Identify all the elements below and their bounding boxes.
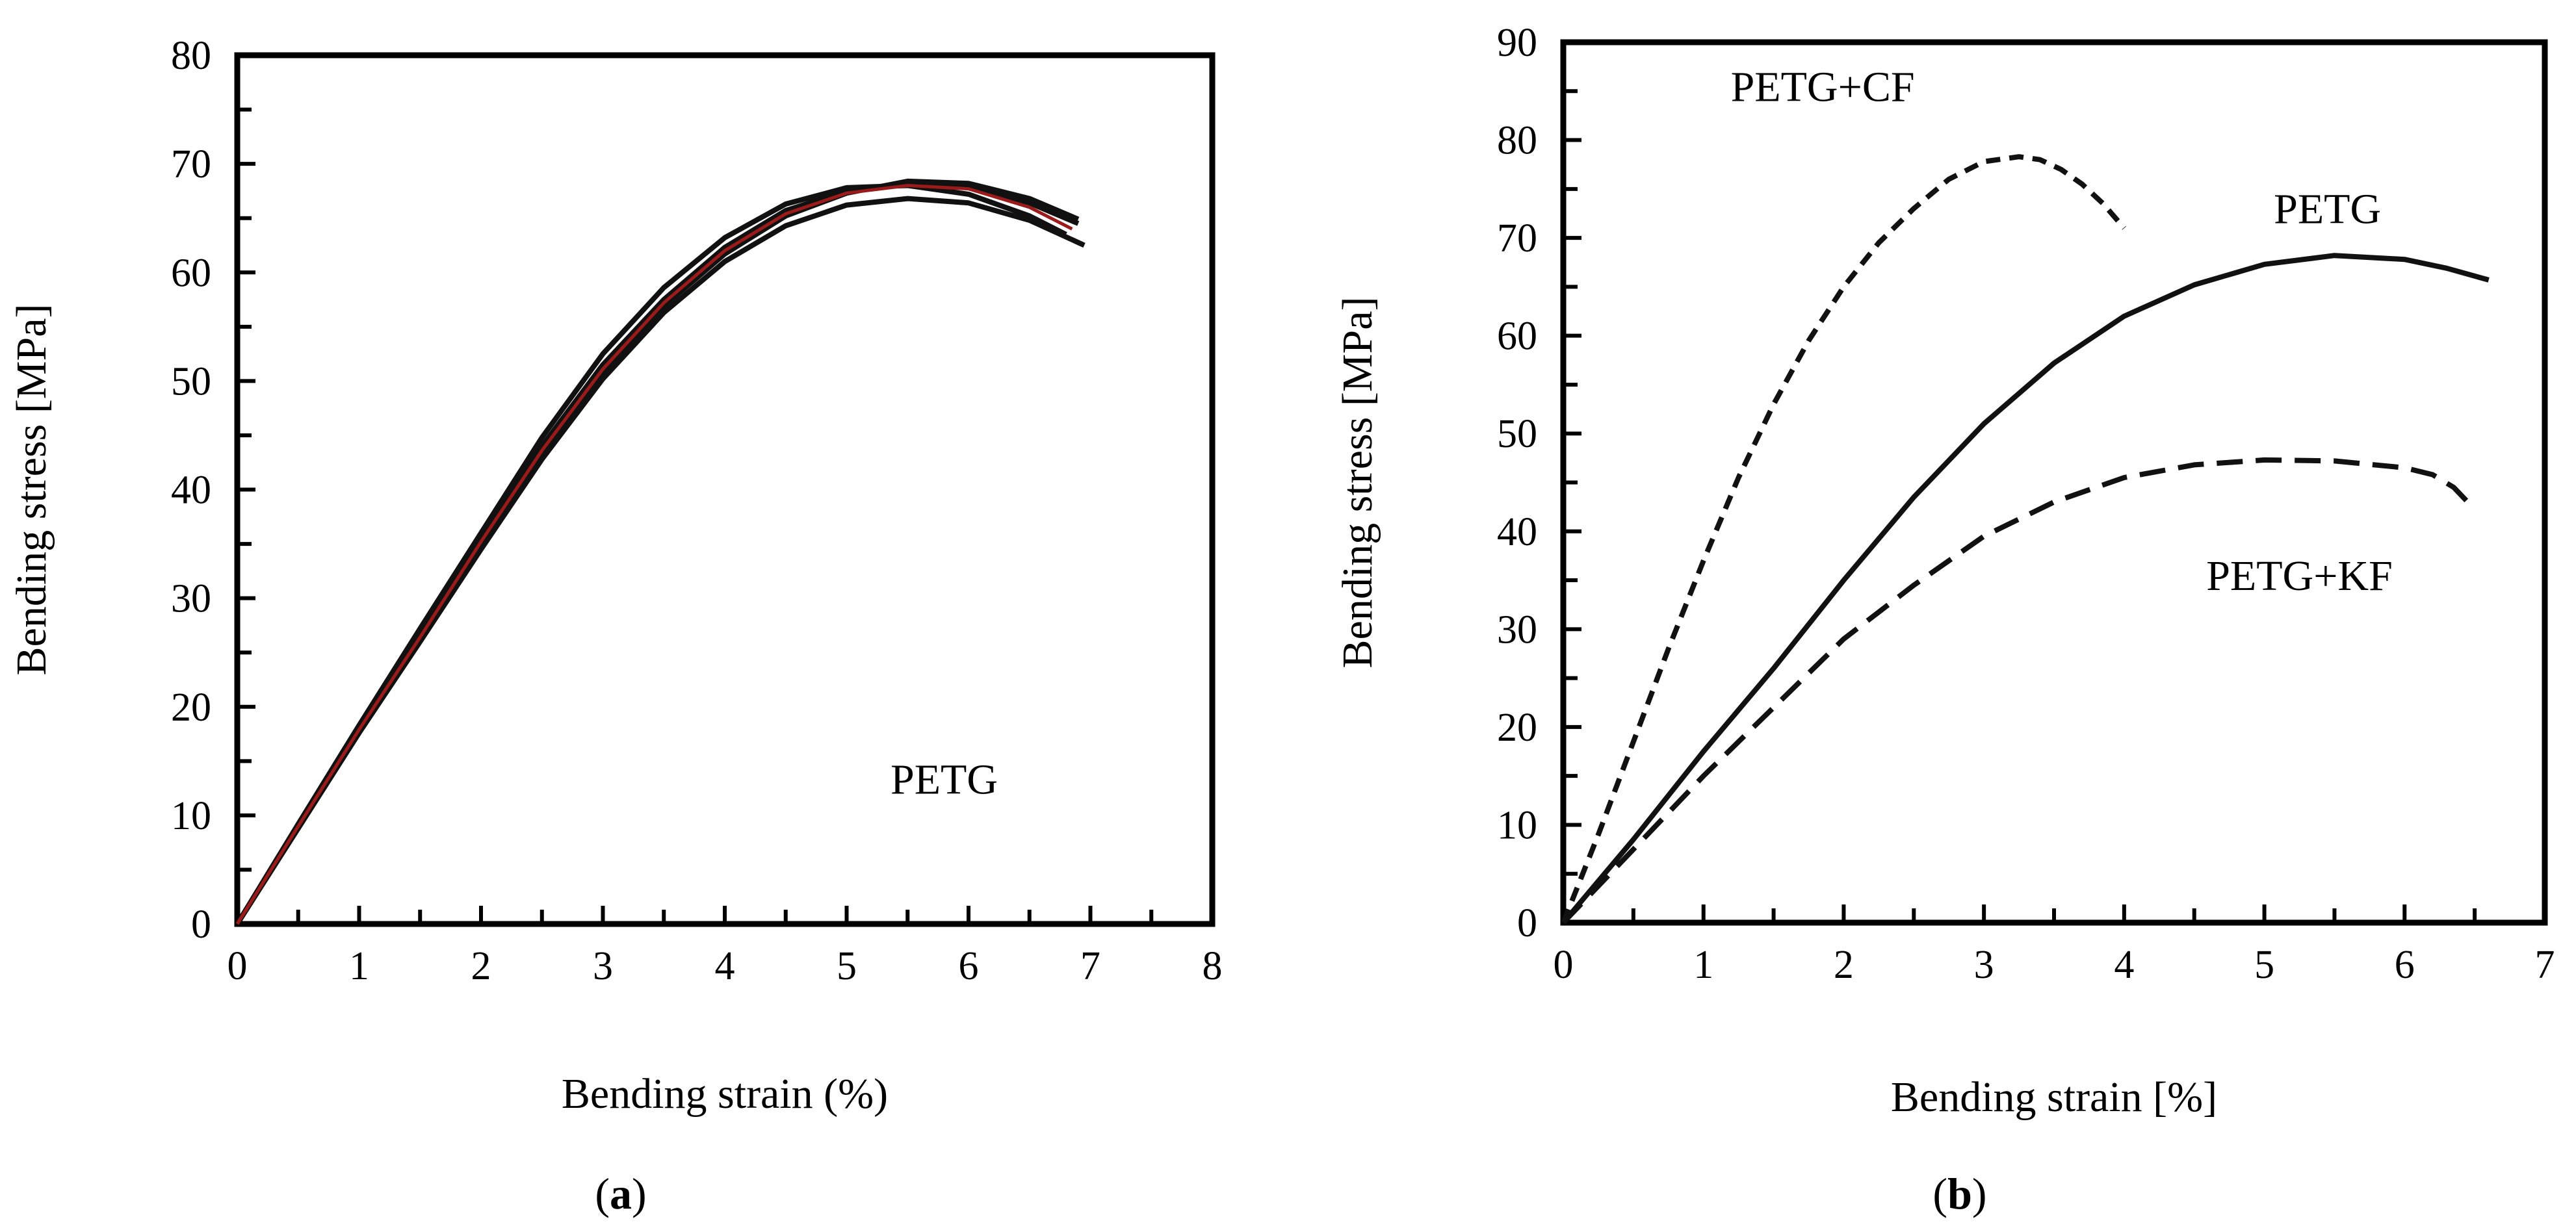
- x-tick-label: 4: [2114, 943, 2134, 987]
- x-tick-label: 2: [1834, 943, 1854, 987]
- x-tick-label: 0: [1554, 943, 1574, 987]
- series-annotation: PETG+CF: [1731, 63, 1915, 110]
- y-axis-label: Bending stress [MPa]: [1334, 297, 1381, 669]
- series-line-petg-cf: [1561, 154, 2126, 924]
- x-tick-label: 6: [959, 944, 979, 988]
- series-annotation: PETG+KF: [2206, 552, 2393, 600]
- series-line-petg: [1561, 253, 2490, 925]
- y-axis-label: Bending stress [MPa]: [8, 304, 55, 676]
- y-tick-label: 50: [171, 359, 211, 404]
- y-tick-label: 0: [1517, 901, 1537, 945]
- y-tick-label: 60: [171, 251, 211, 295]
- y-tick-label: 80: [1497, 119, 1537, 163]
- y-tick-label: 10: [171, 794, 211, 838]
- caption-letter: b: [1947, 1169, 1972, 1218]
- series-line-petg-specimen-3: [235, 183, 1067, 926]
- caption-open: (: [595, 1169, 610, 1218]
- y-tick-label: 40: [1497, 510, 1537, 554]
- y-tick-label: 30: [1497, 608, 1537, 652]
- plot-frame: [1560, 39, 2548, 926]
- caption-close: ): [1972, 1169, 1987, 1218]
- x-tick-label: 2: [471, 944, 491, 988]
- caption-close: ): [632, 1169, 647, 1218]
- series-line-petg-kf: [1561, 457, 2470, 925]
- y-tick-label: 70: [171, 142, 211, 186]
- x-tick-label: 7: [2535, 943, 2555, 987]
- series-annotation: PETG: [2274, 186, 2381, 233]
- x-tick-label: 6: [2395, 943, 2415, 987]
- series-annotation: PETG: [891, 756, 998, 803]
- x-tick-label: 1: [349, 944, 369, 988]
- panel-caption: (b): [1932, 1169, 1986, 1218]
- series-line-petg-specimen-5: [235, 184, 1073, 925]
- x-axis-label: Bending strain (%): [562, 1070, 888, 1118]
- x-tick-label: 1: [1693, 943, 1713, 987]
- plot-frame: [234, 52, 1216, 927]
- caption-letter: a: [610, 1169, 632, 1218]
- x-tick-label: 5: [837, 944, 857, 988]
- y-tick-label: 40: [171, 468, 211, 513]
- x-tick-label: 3: [1974, 943, 1994, 987]
- x-tick-label: 5: [2254, 943, 2274, 987]
- y-tick-label: 70: [1497, 216, 1537, 261]
- y-tick-label: 0: [191, 903, 211, 947]
- x-tick-label: 7: [1080, 944, 1100, 988]
- caption-open: (: [1932, 1169, 1947, 1218]
- y-tick-label: 60: [1497, 314, 1537, 359]
- y-tick-label: 10: [1497, 803, 1537, 847]
- y-tick-label: 50: [1497, 412, 1537, 456]
- y-tick-label: 30: [171, 577, 211, 621]
- x-axis-label: Bending strain [%]: [1891, 1073, 2217, 1121]
- y-tick-label: 90: [1497, 21, 1537, 65]
- y-tick-label: 20: [171, 685, 211, 730]
- y-tick-label: 20: [1497, 706, 1537, 750]
- x-tick-label: 8: [1203, 944, 1223, 988]
- panel-caption: (a): [595, 1169, 646, 1218]
- y-tick-label: 80: [171, 34, 211, 78]
- x-tick-label: 4: [715, 944, 735, 988]
- x-tick-label: 0: [228, 944, 248, 988]
- x-tick-label: 3: [593, 944, 613, 988]
